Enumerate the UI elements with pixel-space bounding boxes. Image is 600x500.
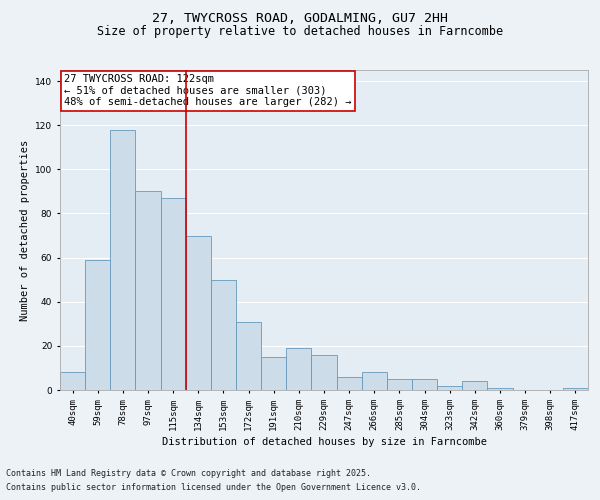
Bar [211,280,236,390]
Text: Contains public sector information licensed under the Open Government Licence v3: Contains public sector information licen… [6,484,421,492]
Bar [563,388,588,390]
Bar [337,377,362,390]
Bar [487,388,512,390]
X-axis label: Distribution of detached houses by size in Farncombe: Distribution of detached houses by size … [161,437,487,447]
Text: 27 TWYCROSS ROAD: 122sqm
← 51% of detached houses are smaller (303)
48% of semi-: 27 TWYCROSS ROAD: 122sqm ← 51% of detach… [64,74,352,108]
Bar [110,130,136,390]
Bar [161,198,186,390]
Text: Contains HM Land Registry data © Crown copyright and database right 2025.: Contains HM Land Registry data © Crown c… [6,468,371,477]
Bar [286,348,311,390]
Bar [311,354,337,390]
Bar [136,192,161,390]
Bar [412,379,437,390]
Bar [462,381,487,390]
Y-axis label: Number of detached properties: Number of detached properties [20,140,29,320]
Bar [437,386,462,390]
Text: Size of property relative to detached houses in Farncombe: Size of property relative to detached ho… [97,25,503,38]
Bar [387,379,412,390]
Bar [261,357,286,390]
Bar [60,372,85,390]
Bar [236,322,261,390]
Bar [85,260,110,390]
Text: 27, TWYCROSS ROAD, GODALMING, GU7 2HH: 27, TWYCROSS ROAD, GODALMING, GU7 2HH [152,12,448,26]
Bar [186,236,211,390]
Bar [362,372,387,390]
